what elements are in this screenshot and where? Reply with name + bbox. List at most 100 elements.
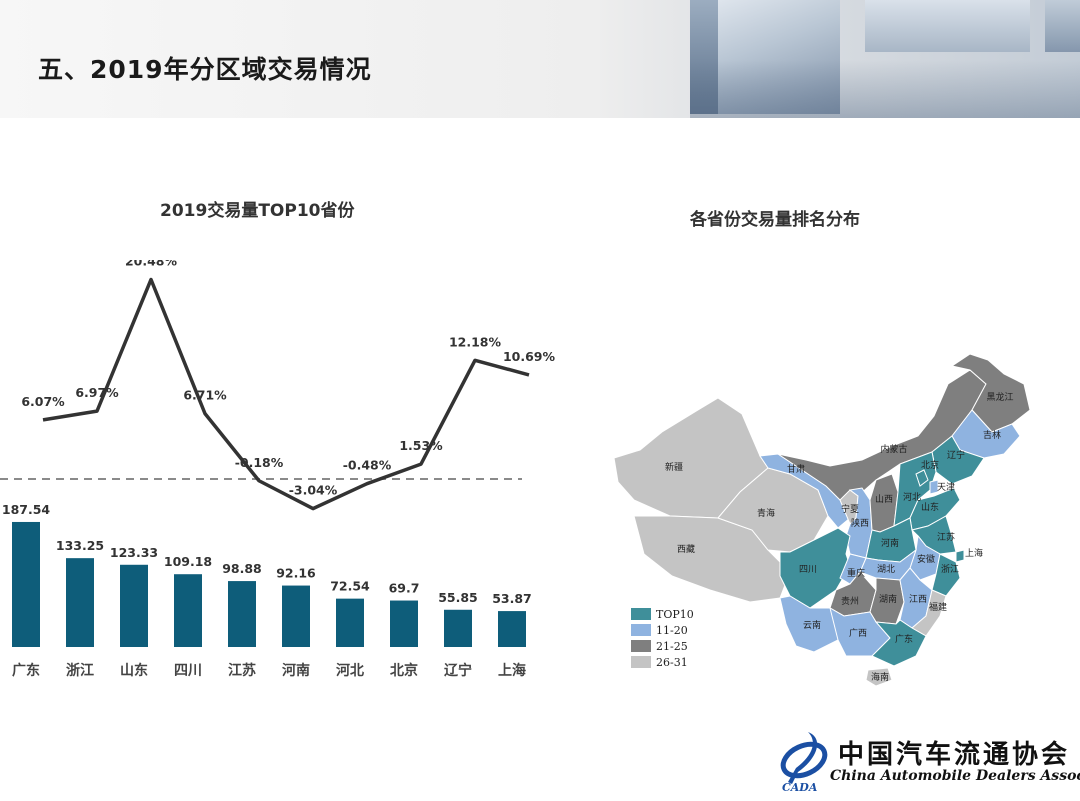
province-label: 广西: [849, 627, 867, 639]
province-label: 上海: [965, 547, 983, 559]
header-banner: [0, 0, 1080, 118]
province-天津: [929, 479, 939, 495]
bar-value-label: 109.18: [164, 554, 212, 569]
province-label: 北京: [921, 459, 939, 471]
province-label: 河北: [903, 491, 921, 503]
legend-label: 21-25: [656, 640, 688, 653]
decorative-floor: [690, 60, 1080, 118]
cada-logo: CADA 中国汽车流通协会 China Automobile Dealers A…: [778, 728, 1080, 796]
bar-河北: [336, 598, 364, 647]
province-北京: [915, 469, 929, 487]
province-label: 四川: [799, 565, 817, 575]
svg-text:CADA: CADA: [782, 781, 818, 794]
category-label: 广东: [12, 662, 40, 679]
decorative-cube-edge: [690, 0, 718, 114]
province-label: 天津: [937, 482, 955, 493]
bar-浙江: [66, 558, 94, 647]
province-label: 内蒙古: [880, 443, 907, 455]
province-辽宁: [931, 435, 985, 485]
category-label: 江苏: [228, 662, 256, 679]
growth-label: 1.53%: [399, 438, 443, 453]
province-label: 福建: [929, 601, 947, 613]
category-label: 河南: [282, 662, 310, 679]
bar-value-label: 72.54: [330, 579, 370, 594]
province-label: 山东: [921, 501, 939, 513]
growth-label: 6.07%: [21, 394, 65, 409]
province-label: 江苏: [937, 531, 955, 543]
category-label: 上海: [498, 662, 526, 679]
category-label: 浙江: [66, 662, 94, 679]
province-黑龙江: [950, 353, 1031, 433]
legend-swatch: [631, 624, 651, 636]
category-label: 辽宁: [444, 662, 472, 679]
logo-name-en: China Automobile Dealers Association: [830, 768, 1080, 784]
category-label: 四川: [174, 663, 202, 679]
bar-上海: [498, 611, 526, 647]
bar-北京: [390, 600, 418, 647]
bar-广东: [12, 521, 40, 647]
province-label: 青海: [757, 507, 775, 519]
legend-label: TOP10: [656, 608, 694, 621]
bar-辽宁: [444, 609, 472, 647]
bar-value-label: 123.33: [110, 545, 158, 560]
bar-河南: [282, 585, 310, 647]
province-label: 甘肃: [787, 463, 805, 475]
bar-line-chart: 187.54 广东 133.25 浙江 123.33 山东 109.18 四川 98.88 江苏 9…: [0, 260, 556, 679]
province-label: 河南: [881, 537, 899, 549]
bar-江苏: [228, 581, 256, 647]
legend-label: 11-20: [656, 624, 688, 637]
province-label: 重庆: [847, 567, 865, 579]
growth-label: 12.18%: [449, 334, 502, 349]
legend-swatch: [631, 640, 651, 652]
province-海南: [865, 667, 893, 687]
bar-value-label: 133.25: [56, 538, 104, 553]
cada-emblem-icon: CADA: [780, 732, 828, 794]
province-label: 黑龙江: [986, 391, 1013, 403]
logo-name-cn: 中国汽车流通协会: [838, 740, 1071, 770]
province-label: 辽宁: [947, 449, 965, 461]
growth-label: 10.69%: [503, 349, 556, 364]
category-label: 北京: [390, 662, 418, 679]
chart-title: 2019交易量TOP10省份: [160, 201, 355, 221]
province-label: 陕西: [851, 517, 869, 529]
category-label: 山东: [120, 662, 148, 679]
growth-label: 20.48%: [125, 260, 178, 269]
growth-line: [42, 277, 530, 511]
province-label: 海南: [871, 671, 889, 683]
province-label: 新疆: [665, 461, 683, 473]
growth-label: -0.18%: [235, 455, 284, 470]
province-label: 贵州: [841, 595, 859, 607]
map-title: 各省份交易量排名分布: [690, 210, 860, 230]
legend-swatch: [631, 608, 651, 620]
legend-label: 26-31: [656, 656, 688, 669]
bar-四川: [174, 574, 202, 647]
bar-value-label: 187.54: [2, 502, 51, 517]
growth-label: 6.97%: [75, 385, 119, 400]
bar-value-label: 55.85: [438, 590, 478, 605]
page-title: 五、2019年分区域交易情况: [38, 55, 372, 84]
bar-value-label: 98.88: [222, 561, 262, 576]
province-label: 广东: [895, 633, 913, 645]
province-label: 山西: [875, 494, 893, 505]
growth-label: 6.71%: [183, 388, 227, 403]
province-label: 云南: [803, 619, 821, 631]
province-上海: [955, 549, 965, 563]
province-label: 湖南: [879, 593, 897, 605]
province-label: 安徽: [917, 553, 935, 565]
province-label: 浙江: [941, 563, 959, 575]
growth-label: -3.04%: [289, 483, 338, 498]
province-label: 吉林: [983, 429, 1001, 441]
legend-swatch: [631, 656, 651, 668]
bar-value-label: 92.16: [276, 566, 316, 581]
bar-value-label: 53.87: [492, 591, 532, 606]
province-label: 宁夏: [841, 503, 859, 515]
bar-山东: [120, 564, 148, 647]
province-label: 西藏: [677, 543, 695, 555]
bar-value-label: 69.7: [389, 581, 420, 596]
decorative-cube: [865, 0, 1030, 52]
category-label: 河北: [336, 662, 364, 679]
growth-label: -0.48%: [343, 458, 392, 473]
province-label: 江西: [909, 594, 927, 605]
province-label: 湖北: [877, 564, 895, 575]
